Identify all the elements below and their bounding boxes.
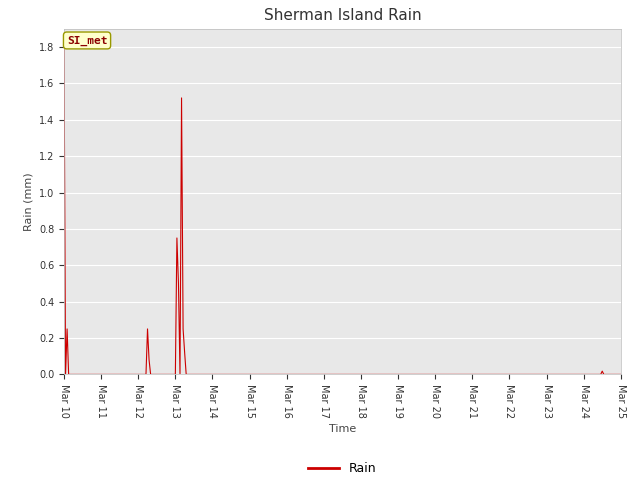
Text: SI_met: SI_met: [67, 36, 108, 46]
Rain: [379, 372, 387, 377]
Rain: [410, 372, 417, 377]
Rain: [61, 372, 69, 377]
X-axis label: Time: Time: [329, 424, 356, 434]
Title: Sherman Island Rain: Sherman Island Rain: [264, 9, 421, 24]
Rain: [77, 372, 85, 377]
Rain: [60, 40, 68, 46]
Line: Rain: Rain: [64, 43, 621, 374]
Legend: Rain: Rain: [303, 456, 382, 480]
Rain: [617, 372, 625, 377]
Y-axis label: Rain (mm): Rain (mm): [23, 172, 33, 231]
Rain: [397, 372, 405, 377]
Rain: [550, 372, 558, 377]
Rain: [165, 372, 173, 377]
